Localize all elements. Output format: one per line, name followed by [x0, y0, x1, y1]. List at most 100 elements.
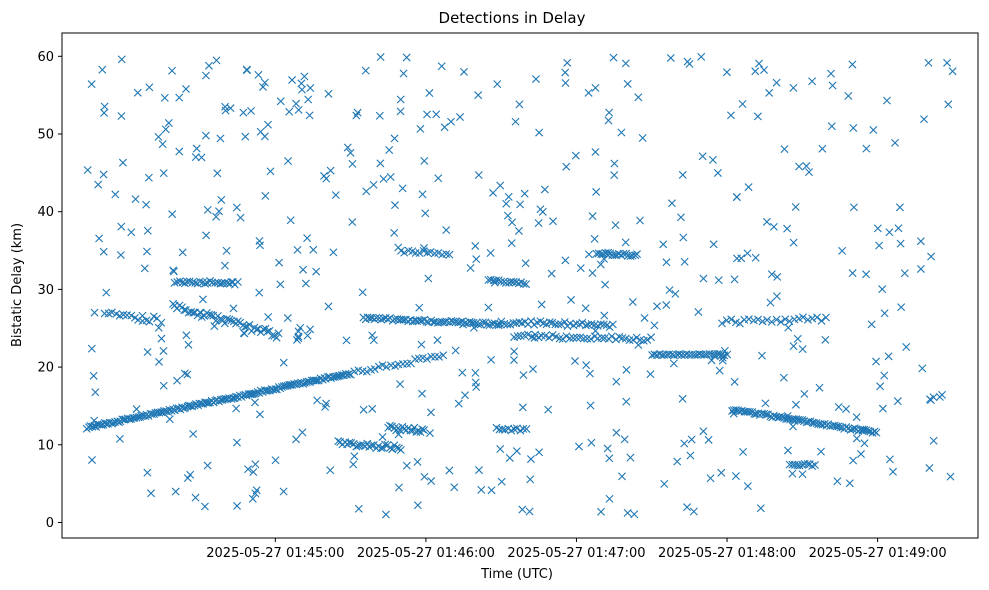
detection-marker: [628, 251, 637, 260]
detection-marker: [247, 390, 256, 399]
detection-marker: [753, 315, 762, 324]
detection-marker: [678, 394, 687, 403]
detection-marker: [183, 370, 192, 379]
detection-marker: [587, 320, 596, 328]
detection-marker: [221, 394, 230, 403]
detection-marker: [698, 152, 707, 161]
detection-marker: [862, 144, 871, 153]
detection-marker: [157, 334, 166, 343]
detection-marker: [826, 69, 835, 78]
detection-marker: [848, 269, 857, 278]
detection-marker: [729, 409, 738, 418]
detection-marker: [474, 171, 483, 180]
detection-marker: [526, 475, 535, 484]
y-axis-label: Bistatic Delay (km): [10, 223, 25, 347]
detection-marker: [303, 234, 312, 243]
detection-marker: [394, 483, 403, 492]
detection-marker: [497, 477, 506, 486]
detection-marker: [727, 315, 736, 324]
detection-marker: [306, 84, 315, 93]
detection-marker: [763, 316, 771, 325]
detection-marker: [456, 113, 465, 122]
detection-marker: [519, 279, 528, 288]
detection-marker: [544, 333, 553, 342]
detection-marker: [817, 316, 826, 325]
detection-marker: [248, 494, 257, 503]
detection-marker: [717, 319, 726, 328]
detection-marker: [632, 333, 641, 342]
detection-marker: [522, 424, 531, 433]
detection-marker: [381, 440, 390, 449]
detection-marker: [744, 183, 753, 192]
detection-marker: [354, 504, 363, 513]
detection-marker: [221, 102, 230, 111]
detection-marker: [342, 336, 351, 345]
detection-marker: [164, 118, 173, 127]
detection-marker: [730, 377, 739, 386]
detection-marker: [182, 331, 191, 340]
detection-marker: [422, 317, 431, 326]
detection-marker: [920, 115, 928, 124]
detection-marker: [679, 233, 688, 242]
detection-marker: [396, 445, 405, 454]
detection-marker: [184, 340, 193, 349]
detection-marker: [264, 313, 273, 321]
detection-marker: [767, 270, 776, 279]
detection-marker: [396, 380, 405, 389]
detection-marker: [175, 147, 184, 156]
detection-marker: [612, 377, 621, 386]
detection-marker: [279, 487, 288, 496]
detection-marker: [212, 212, 221, 221]
detection-marker: [313, 396, 322, 405]
detection-marker: [133, 88, 142, 97]
detection-marker: [227, 394, 236, 403]
detection-marker: [706, 474, 715, 483]
detection-marker: [584, 250, 593, 259]
detection-marker: [263, 120, 272, 129]
detection-marker: [450, 483, 459, 492]
detection-marker: [201, 131, 210, 140]
detection-marker: [100, 102, 109, 111]
detection-marker: [372, 313, 381, 322]
detection-marker: [391, 201, 399, 210]
detection-marker: [117, 55, 126, 64]
detection-marker: [601, 280, 610, 289]
detection-marker: [828, 81, 837, 90]
detection-marker: [622, 365, 631, 374]
detection-marker: [385, 146, 394, 155]
detection-marker: [800, 389, 809, 398]
detection-marker: [390, 228, 399, 237]
detection-marker: [269, 385, 278, 394]
detection-marker: [732, 193, 741, 202]
detection-marker: [159, 381, 168, 390]
detection-marker: [612, 428, 621, 437]
detection-marker: [753, 112, 762, 121]
detection-marker: [504, 192, 513, 201]
detection-marker: [935, 392, 944, 401]
detection-marker: [662, 258, 671, 267]
detection-marker: [489, 188, 497, 197]
detection-marker: [292, 335, 301, 344]
detection-marker: [816, 447, 825, 456]
detection-marker: [161, 125, 170, 134]
detection-marker: [306, 325, 315, 334]
detection-marker: [334, 437, 343, 446]
detection-marker: [572, 333, 581, 342]
detection-marker: [514, 226, 523, 235]
detection-marker: [426, 248, 435, 256]
detection-marker: [636, 216, 645, 225]
detection-marker: [586, 401, 595, 410]
detection-marker: [426, 408, 435, 417]
detection-marker: [232, 404, 241, 413]
detection-marker: [144, 173, 153, 182]
detection-marker: [445, 250, 454, 259]
detection-marker: [720, 346, 729, 355]
detection-marker: [808, 77, 817, 86]
detection-marker: [427, 477, 436, 486]
detection-marker: [893, 397, 902, 406]
detection-marker: [916, 264, 925, 273]
detection-marker: [132, 405, 141, 414]
detection-marker: [540, 185, 549, 194]
detection-marker: [584, 88, 593, 97]
detection-marker: [676, 213, 685, 222]
